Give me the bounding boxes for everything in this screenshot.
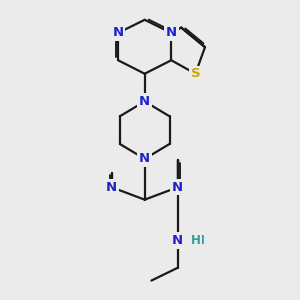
- Text: S: S: [190, 67, 200, 80]
- Text: N: N: [172, 234, 183, 247]
- Text: N: N: [106, 181, 117, 194]
- Text: N: N: [112, 26, 124, 39]
- Text: N: N: [172, 181, 183, 194]
- Text: N: N: [166, 26, 177, 39]
- Text: H: H: [195, 234, 205, 247]
- Text: H: H: [191, 234, 201, 247]
- Text: N: N: [139, 152, 150, 165]
- Text: N: N: [139, 95, 150, 108]
